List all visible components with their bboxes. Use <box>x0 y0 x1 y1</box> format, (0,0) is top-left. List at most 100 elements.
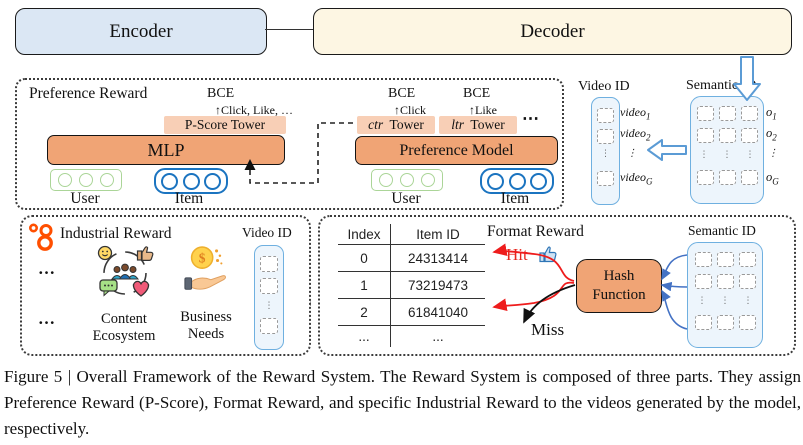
more-towers-ellipsis: ⋯ <box>522 109 539 128</box>
industrial-side-vdots: ⋮ <box>306 301 315 311</box>
decoder-box: Decoder <box>313 8 792 55</box>
video-token-dots: ⋮ <box>627 148 637 159</box>
decoder-label: Decoder <box>520 20 585 42</box>
semantic-token-dots: ⋮ <box>768 148 778 159</box>
figure-caption: Figure 5 | Overall Framework of the Rewa… <box>4 367 801 438</box>
token-slot <box>718 170 736 185</box>
token-slot <box>740 106 758 121</box>
semantic-token-1: o1 <box>766 105 777 122</box>
item-embedding-chip-1 <box>154 168 228 194</box>
thumbs-up-icon <box>539 246 557 263</box>
video-id-column-top: ⋮ <box>591 97 620 205</box>
preference-reward-title: Preference Reward <box>29 85 148 102</box>
embedding-dot <box>58 173 72 187</box>
token-slot <box>718 106 736 121</box>
kwai-logo-icon <box>28 223 53 251</box>
ellipsis-vertical: ⋮ <box>697 296 707 306</box>
table-header-index: Index <box>338 224 391 245</box>
item-id-table: Index Item ID 0 24313414 1 73219473 2 61… <box>338 224 485 347</box>
bce-signals-label-2: ↑Click <box>394 103 426 117</box>
token-slot <box>738 252 756 267</box>
business-needs-label: Business Needs <box>180 309 232 342</box>
content-ecosystem-icon <box>97 245 154 297</box>
embedding-dot <box>379 173 393 187</box>
pscore-tower: P-Score Tower <box>164 116 286 134</box>
token-slot <box>696 106 714 121</box>
embedding-dot <box>204 172 222 190</box>
bce-loss-label-3: BCE <box>463 86 491 101</box>
industrial-ellipsis-1: … <box>38 259 55 278</box>
semantic-to-video-arrow-icon <box>647 139 687 161</box>
bce-signals-label-3: ↑Like <box>469 103 497 117</box>
user-embedding-chip-1 <box>50 169 122 191</box>
hit-label: Hit <box>506 245 528 264</box>
token-slot <box>718 128 736 143</box>
token-slot <box>694 274 712 289</box>
token-slot <box>738 315 756 330</box>
token-slot <box>597 129 614 144</box>
embedding-dot <box>421 173 435 187</box>
item-embedding-chip-2 <box>480 168 554 194</box>
table-row: ... ... <box>338 325 485 347</box>
semantic-token-g: oG <box>766 170 779 187</box>
token-slot <box>716 252 734 267</box>
video-token-1: video1 <box>620 105 651 122</box>
video-token-g: videoG <box>620 170 653 187</box>
embedding-dot <box>160 172 178 190</box>
industrial-reward-title: Industrial Reward <box>60 225 172 242</box>
encoder-decoder-connector <box>265 29 313 30</box>
bce-signals-label-1: ↑Click, Like, … <box>215 103 293 117</box>
token-slot <box>738 274 756 289</box>
table-row: 0 24313414 <box>338 244 485 272</box>
preference-model-box: Preference Model <box>355 136 558 165</box>
token-slot <box>740 128 758 143</box>
video-id-title-industrial: Video ID <box>242 225 292 240</box>
ellipsis-vertical: ⋮ <box>699 150 709 160</box>
industrial-reward-panel: Industrial Reward Video ID … … <box>20 215 315 356</box>
embedding-dot <box>100 173 114 187</box>
user-label-2: User <box>391 190 421 207</box>
svg-text:$: $ <box>199 250 206 265</box>
bce-loss-label-2: BCE <box>388 86 416 101</box>
token-slot <box>260 256 278 272</box>
token-slot <box>597 108 614 123</box>
token-slot <box>696 128 714 143</box>
industrial-ellipsis-2: … <box>38 309 55 328</box>
preference-reward-panel: Preference Reward BCE ↑Click, Like, … BC… <box>15 78 564 210</box>
table-header-itemid: Item ID <box>390 224 485 245</box>
token-slot <box>740 170 758 185</box>
item-label-2: Item <box>500 190 530 207</box>
embedding-dot <box>508 172 526 190</box>
video-id-title-top: Video ID <box>578 79 630 94</box>
table-row: 2 61841040 <box>338 298 485 326</box>
user-label-1: User <box>70 190 100 207</box>
semantic-id-grid-format: ⋮ ⋮ ⋮ <box>687 242 763 348</box>
token-slot <box>260 318 278 334</box>
user-embedding-chip-2 <box>371 169 443 191</box>
encoder-box: Encoder <box>15 8 267 55</box>
ltr-tower: ltr Tower <box>439 116 517 134</box>
ctr-tower: ctr Tower <box>357 116 435 134</box>
embedding-dot <box>486 172 504 190</box>
miss-label: Miss <box>531 320 565 339</box>
token-slot <box>694 252 712 267</box>
ellipsis-vertical: ⋮ <box>264 301 274 311</box>
item-label-1: Item <box>174 190 204 207</box>
semantic-id-title-format: Semantic ID <box>688 223 756 238</box>
table-row: 1 73219473 <box>338 271 485 299</box>
embedding-dot <box>182 172 200 190</box>
embedding-dot <box>530 172 548 190</box>
content-ecosystem-label: Content Ecosystem <box>92 311 156 344</box>
mlp-box: MLP <box>47 135 285 165</box>
encoder-label: Encoder <box>109 20 173 42</box>
format-reward-title: Format Reward <box>487 223 584 240</box>
business-needs-icon: $ <box>184 246 226 290</box>
semantic-id-grid-top: ⋮ ⋮ ⋮ <box>690 96 764 204</box>
token-slot <box>597 171 614 186</box>
token-slot <box>716 315 734 330</box>
ellipsis-vertical: ⋮ <box>601 149 610 159</box>
semantic-id-title-top: Semantic ID <box>686 78 757 93</box>
bce-loss-label-1: BCE <box>207 86 235 101</box>
token-slot <box>694 315 712 330</box>
